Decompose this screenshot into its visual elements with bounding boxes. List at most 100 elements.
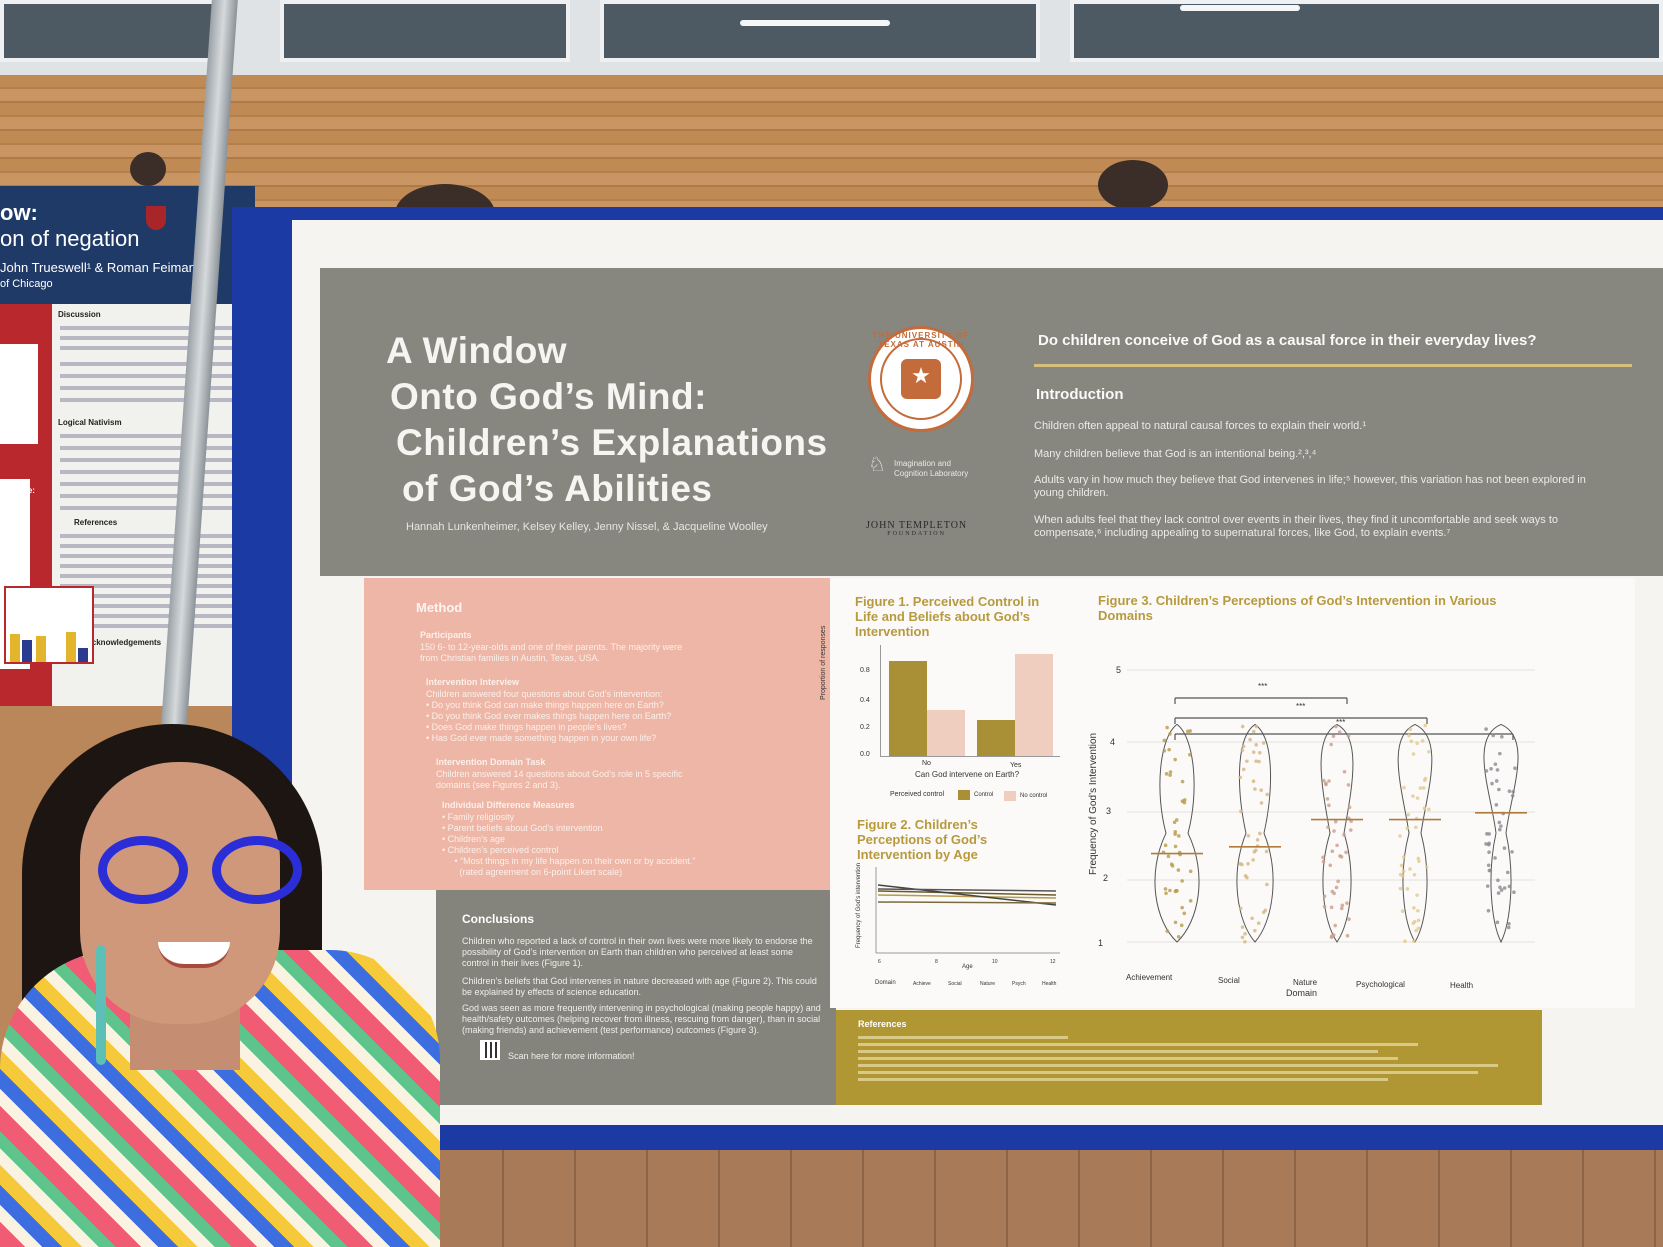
figure-3-point xyxy=(1407,733,1411,738)
figure-3-point xyxy=(1484,842,1488,846)
person-smile xyxy=(158,942,230,968)
figure-3-point xyxy=(1176,934,1181,939)
figure-3-point xyxy=(1405,826,1410,831)
figure-3-point xyxy=(1412,919,1417,924)
figure-2-xtick: 8 xyxy=(935,959,938,965)
figure-1-title: Figure 1. Perceived Control in Life and … xyxy=(855,594,1040,639)
ceiling-windows xyxy=(0,0,1663,75)
figure-3-point xyxy=(1510,793,1515,798)
figure-3-xtick: Achievement xyxy=(1126,973,1173,982)
figure-3-point xyxy=(1502,886,1507,890)
figure-3-point xyxy=(1493,856,1497,860)
figure-3-point xyxy=(1414,928,1419,933)
figure-3-point xyxy=(1330,889,1335,894)
figure-2-ylabel: Frequency of God’s intervention xyxy=(856,863,862,948)
figure-3-point xyxy=(1330,849,1335,854)
figure-3-point xyxy=(1498,885,1502,890)
figure-3-point xyxy=(1423,723,1428,728)
figure-3-point xyxy=(1497,820,1502,825)
figure-3-point xyxy=(1179,923,1184,928)
figure-2-series-line xyxy=(877,901,1057,904)
figure-3-point xyxy=(1485,884,1490,888)
conclusions-panel xyxy=(436,890,836,1105)
ut-austin-seal-logo: ★ THE UNIVERSITY OF TEXAS AT AUSTIN xyxy=(868,326,974,432)
figure-1-legend-control: Control xyxy=(974,792,994,798)
figure-2-legend-item: Psych xyxy=(1012,981,1026,987)
figure-3-point xyxy=(1165,929,1170,933)
figure-1-xtick-no: No xyxy=(922,760,931,767)
figure-2-series-line xyxy=(877,894,1057,899)
figure-3-point xyxy=(1174,818,1179,822)
figure-3-point xyxy=(1511,789,1515,794)
figure-3-point xyxy=(1240,724,1245,729)
figure-3-point xyxy=(1182,911,1187,916)
wood-wall xyxy=(0,75,1663,225)
figure-2-xtick: 12 xyxy=(1050,959,1056,965)
figure-3-point xyxy=(1507,922,1511,926)
figure-3-point xyxy=(1238,906,1243,911)
figure-2-legend-item: Social xyxy=(948,981,962,987)
figure-3-point xyxy=(1264,849,1269,854)
figure-3-point xyxy=(1335,843,1339,848)
figure-3-point xyxy=(1484,727,1488,731)
figure-3-point xyxy=(1507,884,1512,889)
figure-3-point xyxy=(1250,916,1254,921)
figure-3-point xyxy=(1337,730,1342,734)
university-shield-icon xyxy=(146,206,166,230)
introduction-heading: Introduction xyxy=(1036,386,1124,403)
figure-3-violin-health xyxy=(1483,723,1519,944)
figure-3-point xyxy=(1254,759,1258,764)
legend-swatch-control xyxy=(958,790,970,800)
figure-3-point xyxy=(1415,796,1420,800)
figure-3-point xyxy=(1415,893,1419,897)
neighbor-references-heading: References xyxy=(74,518,118,527)
poster-authors: Hannah Lunkenheimer, Kelsey Kelley, Jenn… xyxy=(406,521,768,533)
figure-3-point xyxy=(1416,918,1421,923)
figure-2-xtick: 10 xyxy=(992,959,998,965)
figure-3-point xyxy=(1422,806,1427,811)
figure-1-bar-no-control-yes xyxy=(1015,653,1053,756)
figure-3-point xyxy=(1405,887,1410,891)
figure-3-point xyxy=(1412,906,1416,910)
figure-3-point xyxy=(1176,868,1181,872)
figure-3-point xyxy=(1172,820,1177,825)
figure-3-point xyxy=(1486,908,1491,913)
figure-1-bar-control-no xyxy=(889,660,927,756)
figure-3-point xyxy=(1240,935,1245,940)
figure-1-ytick: 0.2 xyxy=(860,724,870,731)
figure-3-ytick: 3 xyxy=(1106,806,1112,816)
figure-3-point xyxy=(1322,904,1327,909)
figure-3-ytick: 1 xyxy=(1098,938,1104,948)
figure-3-point xyxy=(1493,762,1498,767)
domain-task-text: Children answered 14 questions about God… xyxy=(436,769,683,790)
figure-3-point xyxy=(1512,890,1516,895)
figure-3-point xyxy=(1259,801,1264,805)
figure-3-point xyxy=(1253,928,1257,933)
figure-3-xtick: Social xyxy=(1218,976,1240,985)
figure-3-point xyxy=(1423,776,1428,781)
figure-3-point xyxy=(1342,769,1347,774)
figure-3-point xyxy=(1188,899,1193,903)
participants-heading: Participants xyxy=(420,630,472,640)
figure-3-point xyxy=(1251,729,1256,734)
individual-diff-heading: Individual Difference Measures xyxy=(442,800,575,810)
figure-3-point xyxy=(1420,739,1425,743)
figure-3-point xyxy=(1499,888,1504,892)
figure-3-point xyxy=(1240,925,1245,929)
figure-3-point xyxy=(1173,757,1177,762)
figure-3-point xyxy=(1342,833,1346,837)
figure-3-point xyxy=(1401,869,1406,873)
templeton-name: JOHN TEMPLETON xyxy=(866,520,968,531)
figure-3-point xyxy=(1500,734,1504,739)
figure-3-point xyxy=(1346,733,1351,738)
figure-3-point xyxy=(1251,750,1256,754)
interview-heading: Intervention Interview xyxy=(426,677,520,687)
figure-3-sig-label: *** xyxy=(1258,682,1268,691)
figure-3-point xyxy=(1487,850,1491,855)
figure-3-point xyxy=(1411,794,1415,798)
figure-3-point xyxy=(1239,809,1243,814)
figure-3-ytick: 5 xyxy=(1116,665,1122,675)
poster-title-line-3: Children’s Explanations xyxy=(396,422,828,463)
figure-3-point xyxy=(1403,939,1407,944)
figure-3-point xyxy=(1496,891,1501,895)
